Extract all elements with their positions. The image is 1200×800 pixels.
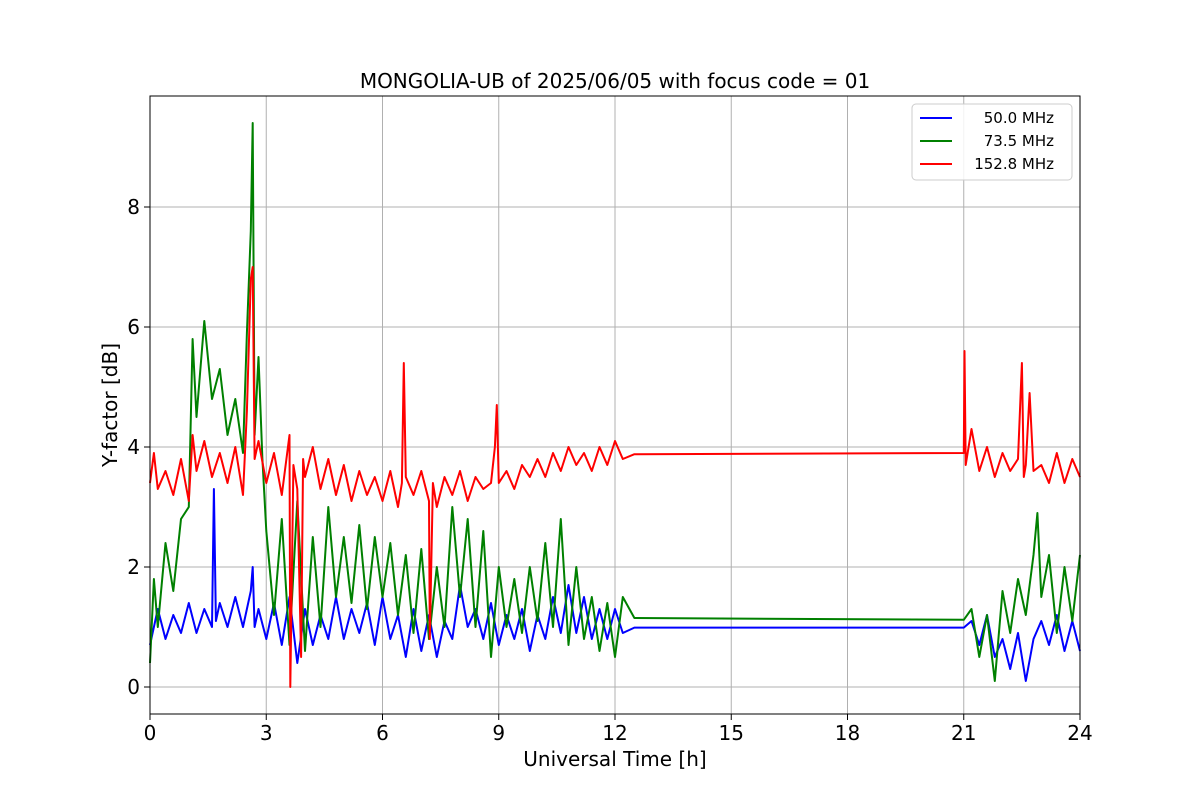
legend-label-2: 152.8 MHz — [974, 155, 1054, 173]
y-axis-ticks: 0 2 4 6 8 — [127, 195, 150, 699]
series-line-1 — [149, 122, 1081, 682]
series-line-2 — [149, 266, 1081, 688]
plot-series — [149, 122, 1081, 688]
y-tick-label: 2 — [127, 555, 140, 579]
x-tick-label: 3 — [260, 721, 273, 745]
legend-label-0: 50.0 MHz — [984, 109, 1054, 127]
x-tick-label: 9 — [492, 721, 505, 745]
y-tick-label: 6 — [127, 315, 140, 339]
x-tick-label: 21 — [951, 721, 976, 745]
x-axis-ticks: 0 3 6 9 12 15 18 21 24 — [144, 714, 1093, 745]
legend-label-1: 73.5 MHz — [984, 132, 1054, 150]
y-gridlines — [150, 206, 1080, 688]
x-tick-label: 6 — [376, 721, 389, 745]
chart-title: MONGOLIA-UB of 2025/06/05 with focus cod… — [360, 69, 870, 93]
y-tick-label: 4 — [127, 435, 140, 459]
legend-box — [911, 103, 1073, 181]
y-tick-label: 8 — [127, 195, 140, 219]
y-tick-label: 0 — [127, 675, 140, 699]
y-axis-label: Y-factor [dB] — [98, 343, 122, 468]
x-tick-label: 12 — [602, 721, 627, 745]
legend: 50.0 MHz 73.5 MHz 152.8 MHz — [911, 103, 1073, 181]
x-tick-label: 0 — [144, 721, 157, 745]
x-tick-label: 18 — [835, 721, 860, 745]
x-tick-label: 15 — [719, 721, 744, 745]
x-axis-label: Universal Time [h] — [523, 747, 706, 771]
x-tick-label: 24 — [1067, 721, 1092, 745]
